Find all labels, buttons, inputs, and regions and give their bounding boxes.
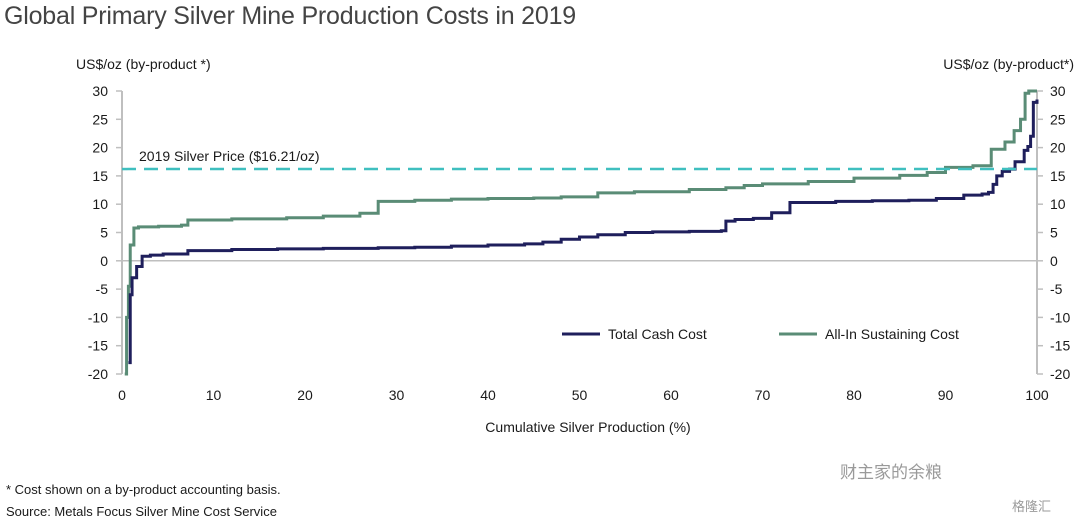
- x-tick-label: 100: [1025, 387, 1049, 403]
- x-tick-label: 80: [846, 387, 862, 403]
- legend: Total Cash Cost All-In Sustaining Cost: [562, 326, 959, 342]
- x-tick-label: 40: [480, 387, 496, 403]
- legend-item-aisc: All-In Sustaining Cost: [779, 326, 959, 342]
- watermark: 财主家的余粮: [840, 463, 942, 482]
- y-tick-label-left: 20: [92, 140, 108, 156]
- x-tick-label: 60: [663, 387, 679, 403]
- y-tick-label-right: -10: [1050, 309, 1070, 325]
- watermark-brand: 格隆汇: [1012, 499, 1052, 514]
- legend-label: Total Cash Cost: [608, 326, 707, 342]
- chart-title: Global Primary Silver Mine Production Co…: [4, 2, 576, 30]
- y-tick-label-right: 25: [1050, 111, 1066, 127]
- y-tick-label-left: 5: [100, 225, 108, 241]
- x-tick-label: 10: [206, 387, 222, 403]
- series-line-aisc: [124, 89, 1037, 376]
- y-tick-label-left: -20: [88, 366, 108, 382]
- x-tick-label: 20: [297, 387, 313, 403]
- y-tick-label-left: 10: [92, 196, 108, 212]
- y-tick-label-right: 15: [1050, 168, 1066, 184]
- x-tick-label: 30: [389, 387, 405, 403]
- x-tick-label: 50: [572, 387, 588, 403]
- y-tick-label-right: 20: [1050, 140, 1066, 156]
- y-tick-label-right: -5: [1050, 281, 1063, 297]
- price-reference-line: 2019 Silver Price ($16.21/oz): [122, 148, 1037, 171]
- y-tick-label-right: -20: [1050, 366, 1070, 382]
- series-line-total-cash-cost: [128, 99, 1039, 365]
- y-tick-label-left: 0: [100, 253, 108, 269]
- y-tick-label-right: 30: [1050, 83, 1066, 99]
- y-axis-label-left: US$/oz (by-product *): [76, 56, 211, 72]
- footnote: * Cost shown on a by-product accounting …: [6, 482, 281, 497]
- series-group: [124, 89, 1039, 376]
- y-tick-label-right: 5: [1050, 225, 1058, 241]
- y-tick-label-left: 30: [92, 83, 108, 99]
- legend-label: All-In Sustaining Cost: [825, 326, 959, 342]
- y-tick-label-right: 0: [1050, 253, 1058, 269]
- y-tick-label-left: 15: [92, 168, 108, 184]
- y-tick-label-right: 10: [1050, 196, 1066, 212]
- y-tick-label-right: -15: [1050, 338, 1070, 354]
- y-tick-label-left: -15: [88, 338, 108, 354]
- source-note: Source: Metals Focus Silver Mine Cost Se…: [6, 504, 277, 519]
- legend-item-total-cash-cost: Total Cash Cost: [562, 326, 707, 342]
- y-tick-label-left: -10: [88, 309, 108, 325]
- y-axis-label-right: US$/oz (by-product*): [943, 56, 1074, 72]
- tick-labels: -20 -20 -15 -15 -10 -10 -5 -5 0 0 5 5 10 10 15 15 20 20 25…: [88, 83, 1071, 403]
- y-tick-label-left: -5: [96, 281, 109, 297]
- x-tick-label: 0: [118, 387, 126, 403]
- x-axis-label: Cumulative Silver Production (%): [485, 419, 690, 435]
- y-tick-label-left: 25: [92, 111, 108, 127]
- price-line-label: 2019 Silver Price ($16.21/oz): [139, 148, 320, 164]
- axes: [116, 90, 1043, 375]
- x-tick-label: 70: [755, 387, 771, 403]
- x-tick-label: 90: [938, 387, 954, 403]
